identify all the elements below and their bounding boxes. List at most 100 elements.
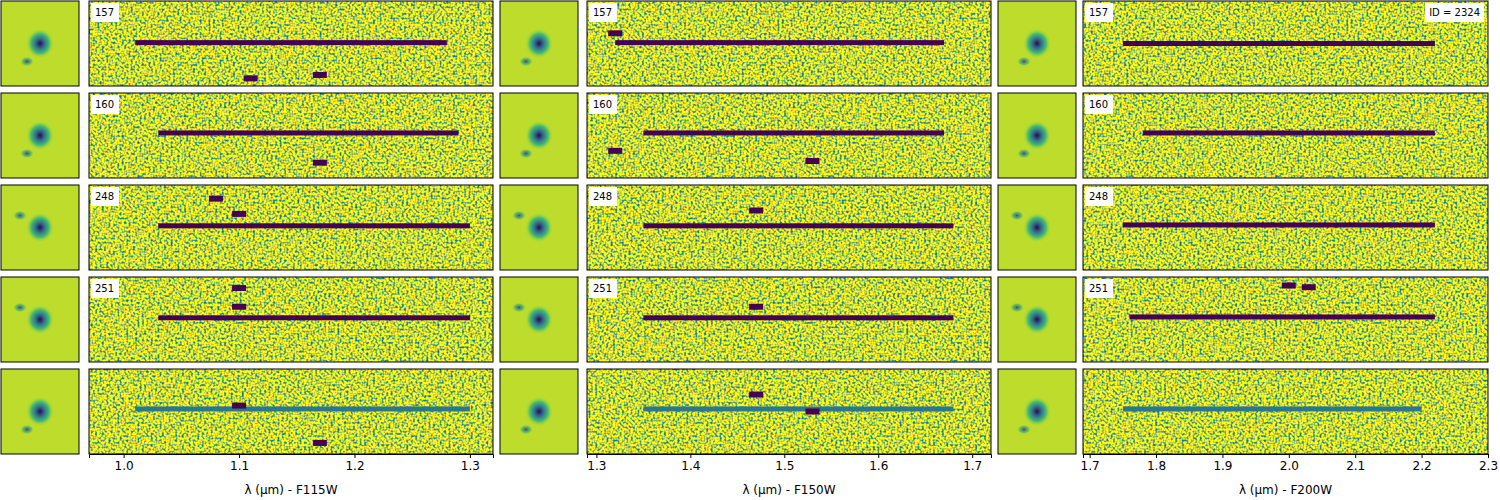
tick-mark <box>124 454 125 458</box>
figure: 1571602482511.01.11.21.3λ (μm) - F115W15… <box>0 0 1500 500</box>
label-box <box>589 95 617 114</box>
companion <box>519 425 533 435</box>
tick-label: 1.0 <box>115 459 134 473</box>
thumbnail <box>500 369 578 454</box>
thumbnail <box>998 369 1076 454</box>
tick-label: 1.1 <box>230 459 249 473</box>
label-box <box>1085 279 1113 298</box>
spectrum-background <box>89 93 493 178</box>
thumbnail <box>1 1 79 86</box>
companion <box>1010 211 1024 221</box>
companion <box>13 211 27 221</box>
label-box <box>1425 3 1484 22</box>
contaminant <box>608 30 622 36</box>
tick: 1.7 <box>1081 454 1100 473</box>
axis-line <box>588 455 992 459</box>
panel-frame <box>89 185 493 270</box>
axis-line <box>90 455 494 459</box>
companion <box>512 211 526 221</box>
thumbnail-frame <box>998 185 1076 270</box>
companion <box>13 303 27 313</box>
companion <box>1017 149 1031 159</box>
spectral-trace <box>643 130 944 135</box>
thumbnail <box>500 185 578 270</box>
spectrum-background <box>1083 93 1488 178</box>
tick-mark <box>784 454 785 458</box>
tick-label: 1.8 <box>1147 459 1166 473</box>
spectrum-background <box>587 185 991 270</box>
thumbnail <box>998 1 1076 86</box>
spectrum-panel: 251 <box>1083 277 1488 362</box>
galaxy <box>26 397 54 427</box>
tick-mark <box>354 454 355 458</box>
spectrum-background <box>587 369 991 454</box>
row-label: 160 <box>95 99 114 110</box>
thumbnail <box>1 369 79 454</box>
galaxy <box>26 121 54 151</box>
row-label: 248 <box>593 191 612 202</box>
spectral-trace <box>1123 406 1422 411</box>
thumbnail <box>500 93 578 178</box>
galaxy <box>1023 213 1051 243</box>
spectrum-background <box>89 369 493 454</box>
contaminant <box>313 160 327 166</box>
spectral-trace <box>643 406 953 411</box>
label-box <box>1085 187 1113 206</box>
contaminant <box>608 148 622 154</box>
spectrum-panel: 160 <box>587 93 991 178</box>
contaminant <box>805 158 819 164</box>
contaminant <box>749 304 763 310</box>
contaminant <box>1282 283 1296 289</box>
panel-frame <box>89 93 493 178</box>
thumbnail-frame <box>500 277 578 362</box>
tick: 2.1 <box>1346 454 1365 473</box>
galaxy <box>1023 305 1051 335</box>
spectrum-background <box>89 277 493 362</box>
label-box <box>1085 95 1113 114</box>
contaminant <box>232 403 246 409</box>
spectrum-panel: 248 <box>89 185 493 270</box>
marks <box>158 130 458 165</box>
contaminant <box>209 196 223 202</box>
spectrum-background <box>1083 369 1488 454</box>
spectrum-panel <box>587 369 991 454</box>
contaminant <box>313 72 327 78</box>
tick-label: 1.4 <box>681 459 700 473</box>
contaminant <box>749 392 763 398</box>
thumbnail <box>1 185 79 270</box>
thumbnail-frame <box>998 277 1076 362</box>
thumbnail-frame <box>1 185 79 270</box>
thumbnail <box>998 185 1076 270</box>
spectrum-background <box>1083 185 1488 270</box>
panel-frame <box>1083 277 1488 362</box>
galaxy <box>525 397 553 427</box>
row-label: 251 <box>95 283 114 294</box>
tick-label: 1.7 <box>1081 459 1100 473</box>
spectrum-background <box>89 1 493 86</box>
tick-mark <box>1488 454 1489 458</box>
galaxy <box>525 29 553 59</box>
spectrum-panel <box>1083 369 1488 454</box>
spectrum-panel: 251 <box>587 277 991 362</box>
companion <box>1017 57 1031 67</box>
label-box <box>91 95 119 114</box>
spectral-trace <box>615 40 944 45</box>
spectrum-panel: 160 <box>89 93 493 178</box>
galaxy <box>26 213 54 243</box>
spectrum-panel: 157 <box>89 1 493 86</box>
marks <box>1143 130 1435 135</box>
tick-mark <box>1222 454 1223 458</box>
spectrum-panel: 157 <box>587 1 991 86</box>
panel-frame <box>1083 185 1488 270</box>
tick-label: 1.5 <box>775 459 794 473</box>
x-axis-title: λ (μm) - F150W <box>742 483 835 497</box>
tick-mark <box>596 454 597 458</box>
spectrum-panel: 157ID = 2324 <box>1083 1 1488 86</box>
tick-label: 1.2 <box>345 459 364 473</box>
tick-mark <box>1422 454 1423 458</box>
galaxy <box>1023 397 1051 427</box>
spectrum-panel: 248 <box>1083 185 1488 270</box>
marks <box>135 403 470 446</box>
tick: 1.1 <box>230 454 249 473</box>
tick: 1.3 <box>587 454 606 473</box>
